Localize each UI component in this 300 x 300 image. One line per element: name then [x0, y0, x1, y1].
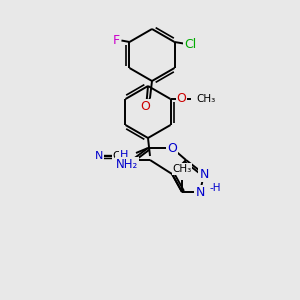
Text: O: O [177, 92, 187, 106]
Text: C: C [112, 151, 120, 161]
Text: N: N [199, 167, 209, 181]
Text: NH₂: NH₂ [116, 158, 138, 170]
Text: H: H [120, 150, 128, 160]
Text: CH₃: CH₃ [196, 94, 216, 104]
Text: O: O [140, 100, 150, 112]
Text: N: N [195, 185, 205, 199]
Text: N: N [95, 151, 103, 161]
Text: F: F [113, 34, 120, 46]
Text: O: O [167, 142, 177, 154]
Text: -H: -H [209, 183, 220, 193]
Text: Cl: Cl [184, 38, 196, 50]
Text: CH₃: CH₃ [172, 164, 192, 174]
